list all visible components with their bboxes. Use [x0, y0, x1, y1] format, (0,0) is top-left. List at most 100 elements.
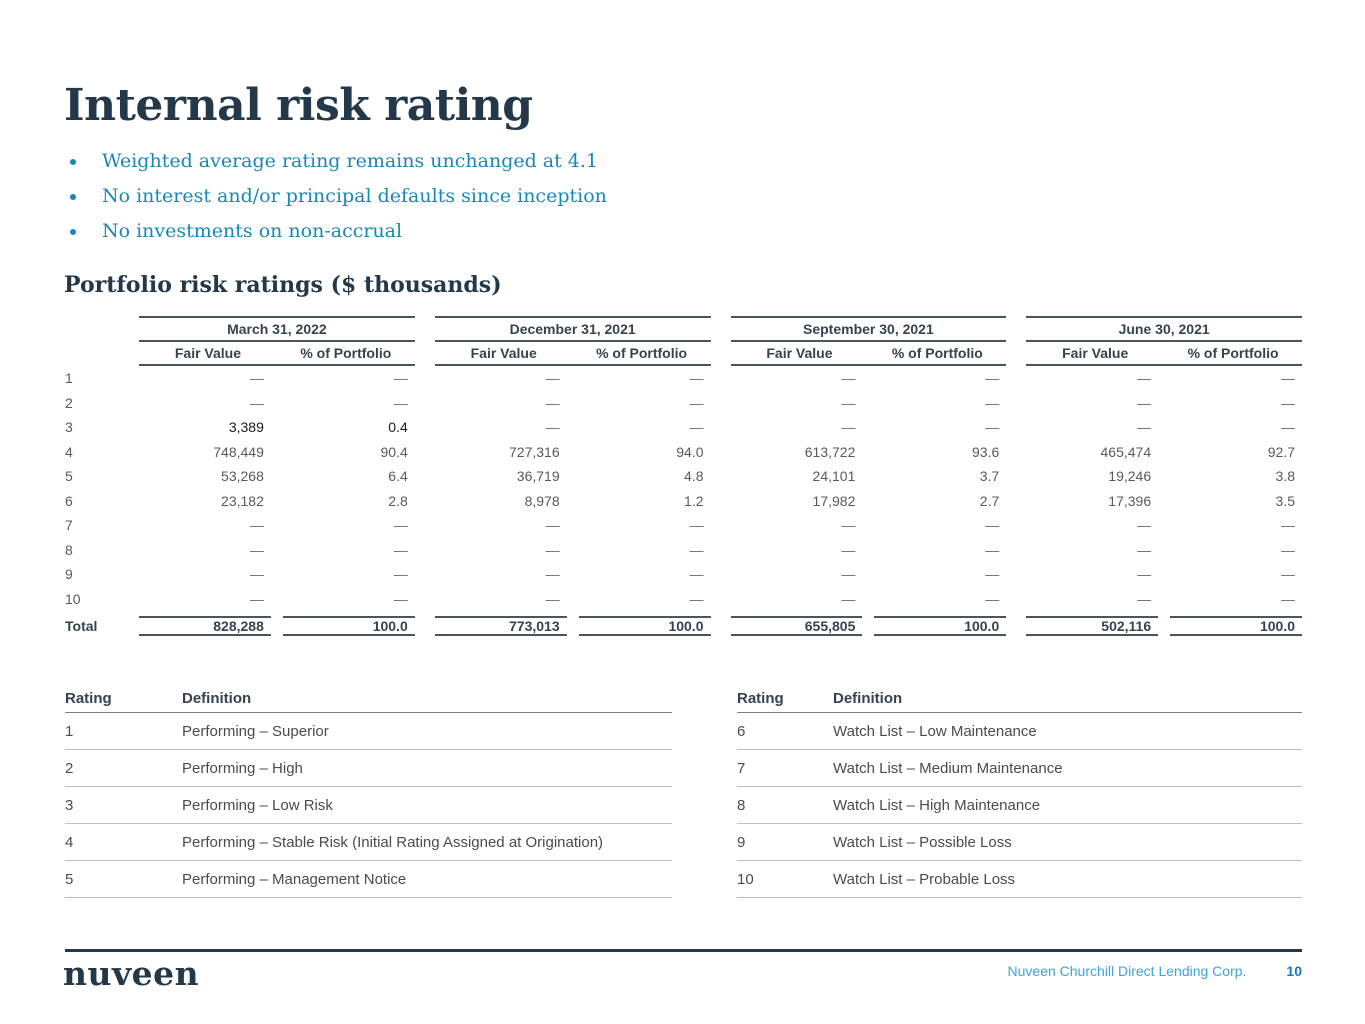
- value-cell: —: [841, 419, 856, 436]
- definition-row: 4 Performing – Stable Risk (Initial Ratin…: [65, 824, 672, 861]
- definition-row: 10 Watch List – Probable Loss: [737, 861, 1302, 898]
- period-cells: 24,101 3.7: [731, 468, 1007, 484]
- definition-text: Watch List – Possible Loss: [833, 833, 1012, 851]
- value-cell: —: [841, 517, 856, 534]
- table-header-row: March 31, 2022 Fair Value% of Portfolio De…: [65, 316, 1302, 366]
- definition-column-header: Definition: [833, 690, 903, 707]
- period-cells: — —: [435, 566, 711, 582]
- rating-value: 10: [737, 870, 754, 888]
- value-cell: 0.4: [388, 419, 408, 436]
- value-cell: —: [985, 541, 1000, 558]
- bullet-dot-icon: [70, 194, 76, 200]
- value-cell: —: [249, 394, 264, 411]
- total-value-cell: 828,288: [139, 616, 271, 636]
- value-cell: 17,982: [812, 492, 856, 509]
- total-value-cell: 773,013: [434, 616, 567, 636]
- value-cell: —: [1137, 517, 1152, 534]
- period-cells: 502,116 100.0: [1026, 616, 1302, 636]
- value-cell: —: [985, 370, 1000, 387]
- bullet-text: No interest and/or principal defaults si…: [102, 185, 607, 207]
- total-value-cell: 100.0: [578, 616, 711, 636]
- period-cells: — —: [139, 517, 415, 533]
- value-cell: —: [689, 566, 704, 583]
- rating-value: 4: [65, 833, 74, 851]
- value-cell: —: [249, 517, 264, 534]
- period-cells: — —: [139, 370, 415, 386]
- period-header: September 30, 2021: [730, 318, 1007, 342]
- period-cells: — —: [1026, 517, 1302, 533]
- period-header: June 30, 2021: [1026, 318, 1302, 342]
- value-cell: —: [393, 394, 408, 411]
- value-cell: —: [545, 541, 560, 558]
- rating-value: 5: [65, 870, 74, 888]
- value-cell: 24,101: [812, 468, 856, 485]
- value-cell: —: [985, 566, 1000, 583]
- table-row: 2— — — — — — — —: [65, 391, 1302, 416]
- value-cell: —: [393, 541, 408, 558]
- value-cell: —: [1281, 590, 1295, 607]
- bullet-dot-icon: [70, 159, 76, 165]
- value-cell: 19,246: [1108, 468, 1152, 485]
- definition-row: 7 Watch List – Medium Maintenance: [737, 750, 1302, 787]
- rating-value: 1: [65, 722, 74, 740]
- rating-row-label: 9: [65, 566, 73, 583]
- rating-row-label: 5: [65, 468, 73, 485]
- value-cell: —: [841, 541, 856, 558]
- value-cell: —: [249, 566, 264, 583]
- value-cell: 2.8: [388, 492, 408, 509]
- subheader-row: Fair Value % of Portfolio: [434, 342, 711, 366]
- period-cells: 748,449 90.4: [139, 444, 415, 460]
- definitions-table-performing: Rating Definition 1 Performing – Superior 2 P…: [65, 685, 672, 898]
- period-cells: 36,719 4.8: [435, 468, 711, 484]
- period-cells: — —: [435, 419, 711, 435]
- period-cells: — —: [731, 517, 1007, 533]
- bullet-item: Weighted average rating remains unchange…: [64, 150, 607, 185]
- definition-text: Performing – Management Notice: [182, 870, 407, 888]
- period-cells: 655,805 100.0: [730, 616, 1007, 636]
- value-cell: 17,396: [1108, 492, 1152, 509]
- value-cell: —: [249, 370, 264, 387]
- portfolio-table-title: Portfolio risk ratings ($ thousands): [64, 272, 502, 298]
- value-cell: 613,722: [804, 443, 856, 460]
- rating-value: 6: [737, 722, 746, 740]
- period-cells: 53,268 6.4: [139, 468, 415, 484]
- value-cell: —: [545, 419, 560, 436]
- value-cell: 2.7: [979, 492, 1000, 509]
- period-cells: — —: [435, 370, 711, 386]
- value-cell: 3.7: [979, 468, 1000, 485]
- table-row: 9— — — — — — — —: [65, 562, 1302, 587]
- portfolio-risk-table: March 31, 2022 Fair Value% of Portfolio De…: [65, 316, 1302, 640]
- value-cell: 465,474: [1100, 443, 1152, 460]
- value-cell: —: [841, 394, 856, 411]
- period-column-group: June 30, 2021 Fair Value % of Portfolio: [1026, 316, 1302, 366]
- definition-row: 5 Performing – Management Notice: [65, 861, 672, 898]
- definition-row: 1 Performing – Superior: [65, 713, 672, 750]
- value-cell: —: [985, 590, 1000, 607]
- table-row: 4 748,449 90.4 727,316 94.0 613,722 93.6 465,47…: [65, 440, 1302, 465]
- period-cells: 465,474 92.7: [1026, 444, 1302, 460]
- table-total-row: Total 828,288 100.0 773,013 100.0 655,805 100.…: [65, 612, 1302, 640]
- definition-text: Performing – High: [182, 759, 303, 777]
- period-cells: — —: [731, 395, 1007, 411]
- definition-row: 6 Watch List – Low Maintenance: [737, 713, 1302, 750]
- period-cells: — —: [139, 542, 415, 558]
- value-cell: 93.6: [972, 443, 1000, 460]
- period-cells: — —: [139, 566, 415, 582]
- period-cells: 8,978 1.2: [435, 493, 711, 509]
- value-cell: —: [985, 394, 1000, 411]
- period-cells: — —: [1026, 542, 1302, 558]
- value-cell: 727,316: [509, 443, 560, 460]
- table-row: 5 53,268 6.4 36,719 4.8 24,101 3.7 19,246 3.8: [65, 464, 1302, 489]
- definition-text: Performing – Superior: [182, 722, 329, 740]
- period-cells: — —: [1026, 419, 1302, 435]
- table-row: 7— — — — — — — —: [65, 513, 1302, 538]
- period-cells: — —: [731, 542, 1007, 558]
- value-cell: —: [985, 517, 1000, 534]
- subheader-row: Fair Value % of Portfolio: [1026, 342, 1302, 366]
- period-cells: — —: [139, 395, 415, 411]
- rating-column-header: Rating: [737, 690, 784, 707]
- value-cell: —: [1137, 419, 1152, 436]
- period-cells: — —: [1026, 591, 1302, 607]
- column-header: % of Portfolio: [596, 345, 688, 361]
- definition-text: Performing – Stable Risk (Initial Rating…: [182, 833, 604, 851]
